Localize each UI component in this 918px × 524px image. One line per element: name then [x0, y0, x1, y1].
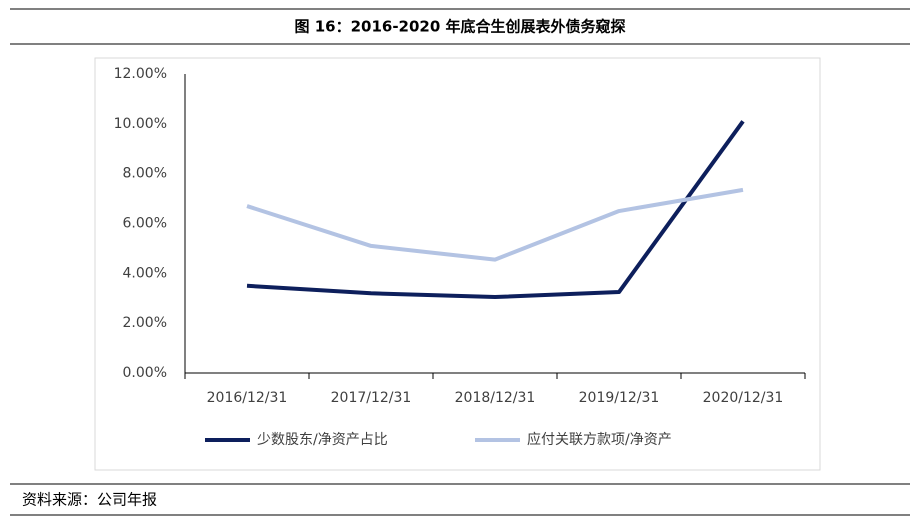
- y-tick-label: 0.00%: [123, 365, 167, 381]
- y-tick-label: 10.00%: [114, 116, 167, 132]
- chart-title: 图 16：2016-2020 年底合生创展表外债务窥探: [294, 18, 625, 36]
- x-tick-label: 2019/12/31: [579, 390, 660, 406]
- series-line: [246, 120, 745, 300]
- y-tick-label: 12.00%: [114, 66, 167, 82]
- x-tick-label: 2017/12/31: [331, 390, 412, 406]
- source: 资料来源：公司年报: [22, 491, 157, 509]
- legend-label: 少数股东/净资产占比: [257, 432, 388, 448]
- legend-label: 应付关联方款项/净资产: [527, 431, 672, 448]
- y-tick-label: 4.00%: [123, 265, 167, 281]
- x-tick-label: 2020/12/31: [703, 390, 784, 406]
- chart-frame: [94, 57, 821, 471]
- x-tick-label: 2016/12/31: [207, 390, 288, 406]
- y-tick-label: 6.00%: [123, 216, 167, 232]
- x-tick-label: 2018/12/31: [455, 390, 536, 406]
- series-line: [246, 187, 744, 262]
- y-tick-label: 2.00%: [123, 315, 167, 331]
- y-tick-label: 8.00%: [123, 166, 167, 182]
